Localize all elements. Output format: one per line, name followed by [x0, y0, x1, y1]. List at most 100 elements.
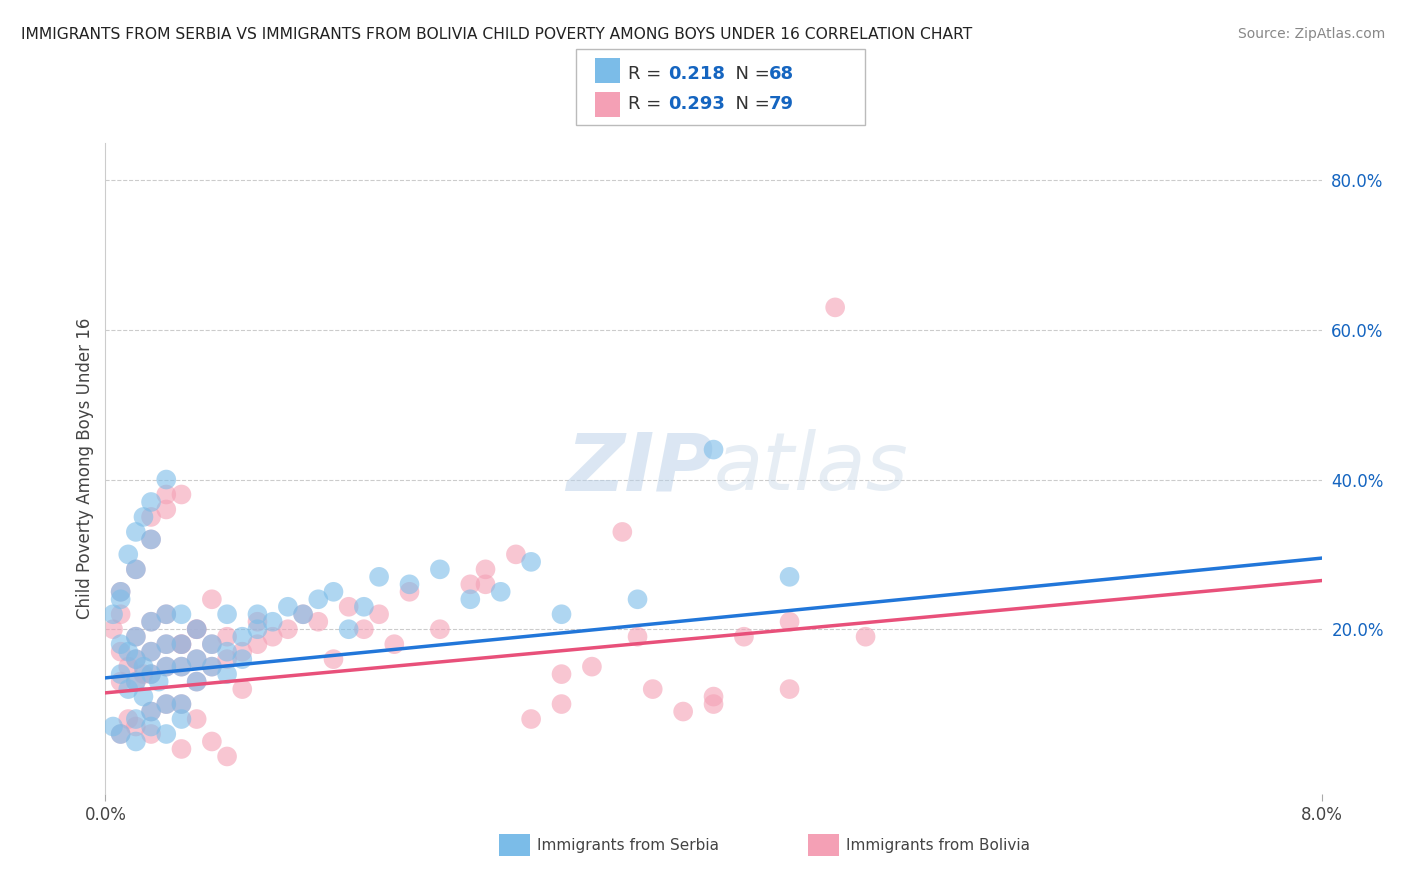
- Text: N =: N =: [724, 65, 776, 83]
- Point: [139, 667, 162, 681]
- Point: [125, 674, 148, 689]
- Point: [155, 487, 177, 501]
- Point: [186, 622, 208, 636]
- Point: [170, 742, 193, 756]
- Point: [155, 607, 177, 622]
- Point: [125, 652, 148, 666]
- Text: Immigrants from Bolivia: Immigrants from Bolivia: [846, 838, 1031, 853]
- Point: [110, 584, 132, 599]
- Text: Immigrants from Serbia: Immigrants from Serbia: [537, 838, 718, 853]
- Point: [550, 607, 572, 622]
- Point: [429, 562, 451, 576]
- Point: [110, 637, 132, 651]
- Point: [132, 667, 155, 681]
- Point: [779, 615, 801, 629]
- Point: [170, 607, 193, 622]
- Point: [186, 652, 208, 666]
- Text: IMMIGRANTS FROM SERBIA VS IMMIGRANTS FROM BOLIVIA CHILD POVERTY AMONG BOYS UNDER: IMMIGRANTS FROM SERBIA VS IMMIGRANTS FRO…: [21, 27, 973, 42]
- Point: [110, 674, 132, 689]
- Point: [217, 607, 239, 622]
- Point: [246, 622, 269, 636]
- Point: [277, 599, 299, 614]
- Point: [231, 645, 253, 659]
- Point: [155, 637, 177, 651]
- Point: [186, 712, 208, 726]
- Text: 0.218: 0.218: [668, 65, 725, 83]
- Point: [110, 727, 132, 741]
- Point: [307, 592, 329, 607]
- Text: 68: 68: [769, 65, 794, 83]
- Point: [581, 659, 603, 673]
- Point: [824, 301, 846, 315]
- Point: [110, 607, 132, 622]
- Point: [702, 697, 725, 711]
- Point: [550, 697, 572, 711]
- Point: [505, 547, 527, 561]
- Point: [520, 712, 543, 726]
- Point: [132, 659, 155, 673]
- Point: [641, 682, 664, 697]
- Point: [110, 645, 132, 659]
- Point: [186, 674, 208, 689]
- Point: [277, 622, 299, 636]
- Point: [382, 637, 405, 651]
- Point: [186, 622, 208, 636]
- Point: [139, 495, 162, 509]
- Point: [262, 615, 284, 629]
- Point: [458, 592, 481, 607]
- Point: [217, 652, 239, 666]
- Point: [139, 705, 162, 719]
- Point: [550, 667, 572, 681]
- Point: [201, 734, 224, 748]
- Point: [155, 502, 177, 516]
- Point: [262, 630, 284, 644]
- Point: [186, 622, 208, 636]
- Point: [231, 682, 253, 697]
- Point: [125, 524, 148, 539]
- Point: [125, 562, 148, 576]
- Point: [612, 524, 634, 539]
- Point: [155, 727, 177, 741]
- Point: [139, 645, 162, 659]
- Point: [779, 570, 801, 584]
- Point: [139, 645, 162, 659]
- Point: [170, 712, 193, 726]
- Point: [246, 637, 269, 651]
- Point: [117, 547, 139, 561]
- Point: [155, 697, 177, 711]
- Text: ZIP: ZIP: [567, 429, 713, 508]
- Point: [139, 615, 162, 629]
- Point: [231, 630, 253, 644]
- Point: [702, 442, 725, 457]
- Point: [246, 607, 269, 622]
- Point: [117, 712, 139, 726]
- Point: [307, 615, 329, 629]
- Point: [155, 659, 177, 673]
- Point: [474, 562, 496, 576]
- Y-axis label: Child Poverty Among Boys Under 16: Child Poverty Among Boys Under 16: [76, 318, 94, 619]
- Point: [626, 630, 648, 644]
- Point: [170, 659, 193, 673]
- Point: [125, 674, 148, 689]
- Point: [292, 607, 315, 622]
- Point: [170, 697, 193, 711]
- Text: R =: R =: [628, 95, 668, 113]
- Point: [155, 659, 177, 673]
- Point: [117, 659, 139, 673]
- Point: [398, 584, 420, 599]
- Point: [155, 473, 177, 487]
- Point: [368, 570, 391, 584]
- Text: R =: R =: [628, 65, 668, 83]
- Point: [231, 652, 253, 666]
- Point: [125, 719, 148, 733]
- Text: atlas: atlas: [713, 429, 908, 508]
- Point: [139, 510, 162, 524]
- Point: [520, 555, 543, 569]
- Point: [398, 577, 420, 591]
- Point: [186, 652, 208, 666]
- Point: [117, 645, 139, 659]
- Point: [139, 719, 162, 733]
- Point: [217, 630, 239, 644]
- Point: [170, 487, 193, 501]
- Point: [125, 712, 148, 726]
